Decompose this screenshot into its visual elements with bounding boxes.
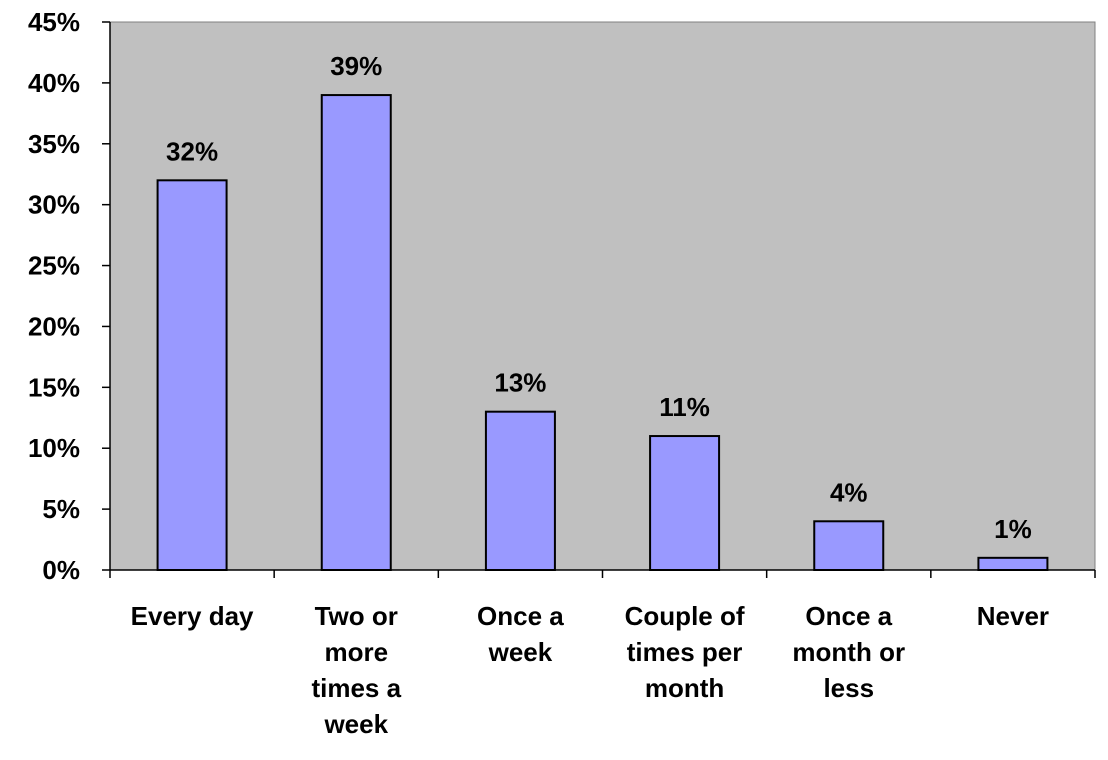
bar-1	[320, 94, 392, 571]
y-tick-label-7: 35%	[28, 129, 80, 159]
data-label-5: 1%	[994, 514, 1032, 544]
y-tick-label-5: 25%	[28, 251, 80, 281]
data-label-4: 4%	[830, 477, 868, 507]
bars	[156, 94, 1049, 572]
x-tick-label-line: Two or	[315, 601, 398, 631]
bar-0	[156, 179, 228, 572]
bar-2	[484, 410, 556, 572]
y-tick-label-1: 5%	[42, 494, 80, 524]
x-tick-label-line: Never	[977, 601, 1049, 631]
x-tick-label-line: less	[823, 673, 874, 703]
x-tick-label-0: Every day	[131, 601, 254, 631]
x-tick-label-line: Every day	[131, 601, 254, 631]
y-tick-label-0: 0%	[42, 555, 80, 585]
axes	[102, 21, 1096, 578]
plot-area	[109, 21, 1096, 571]
data-label-0: 32%	[166, 136, 218, 166]
y-tick-label-2: 10%	[28, 433, 80, 463]
y-tick-label-8: 40%	[28, 68, 80, 98]
x-tick-label-line: week	[323, 709, 388, 739]
labels: 32% 39% 13% 11% 4% 1% 0% 5% 10% 15% 20% 25% 30% 35% 40…	[28, 7, 1049, 739]
x-tick-label-line: more	[324, 637, 388, 667]
x-tick-label-line: week	[488, 637, 553, 667]
data-label-2: 13%	[494, 368, 546, 398]
y-tick-label-3: 15%	[28, 372, 80, 402]
x-tick-label-line: Couple of	[625, 601, 745, 631]
y-tick-label-4: 20%	[28, 311, 80, 341]
data-label-1: 39%	[330, 51, 382, 81]
x-tick-label-line: month or	[792, 637, 905, 667]
y-tick-label-9: 45%	[28, 7, 80, 37]
bar-3	[649, 435, 721, 571]
x-tick-label-line: Once a	[477, 601, 564, 631]
data-label-3: 11%	[659, 392, 710, 422]
x-tick-label-3: Couple of times per month	[625, 601, 745, 703]
y-tick-label-6: 30%	[28, 190, 80, 220]
bar-4	[813, 520, 885, 571]
x-tick-label-2: Once a week	[477, 601, 564, 667]
x-tick-label-line: month	[645, 673, 724, 703]
x-tick-label-line: times a	[311, 673, 401, 703]
x-tick-label-line: Once a	[805, 601, 892, 631]
x-tick-label-1: Two or more times a week	[311, 601, 401, 739]
x-tick-label-4: Once a month or less	[792, 601, 905, 703]
x-tick-label-line: times per	[627, 637, 743, 667]
x-tick-label-5: Never	[977, 601, 1049, 631]
bar-5	[977, 556, 1049, 571]
